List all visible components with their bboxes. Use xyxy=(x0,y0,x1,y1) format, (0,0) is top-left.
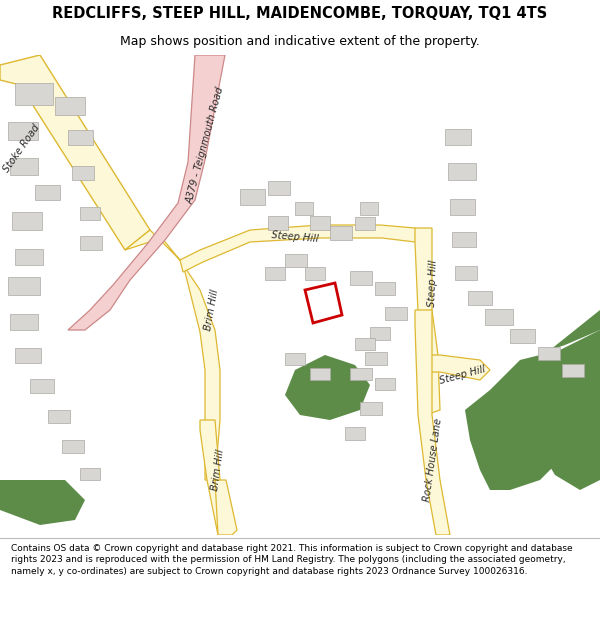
Bar xyxy=(445,129,471,145)
Bar xyxy=(310,368,330,380)
Polygon shape xyxy=(213,480,237,535)
Bar xyxy=(12,212,42,230)
Bar xyxy=(30,379,54,393)
Bar xyxy=(468,291,492,305)
Bar xyxy=(62,440,84,453)
Polygon shape xyxy=(0,55,150,250)
Bar xyxy=(448,163,476,180)
Bar xyxy=(295,202,313,215)
Bar xyxy=(268,216,288,230)
Text: Steep Hill: Steep Hill xyxy=(438,364,486,386)
Bar xyxy=(48,410,70,423)
Text: Brim Hill: Brim Hill xyxy=(203,289,221,331)
Bar xyxy=(8,277,40,295)
Bar xyxy=(360,402,382,415)
Polygon shape xyxy=(425,355,490,380)
Text: Contains OS data © Crown copyright and database right 2021. This information is : Contains OS data © Crown copyright and d… xyxy=(11,544,572,576)
Bar xyxy=(345,427,365,440)
Bar xyxy=(80,207,100,220)
Polygon shape xyxy=(415,310,450,535)
Polygon shape xyxy=(68,55,225,330)
Bar xyxy=(268,181,290,195)
Polygon shape xyxy=(0,480,85,525)
Bar xyxy=(450,199,475,215)
Polygon shape xyxy=(200,420,230,535)
Bar xyxy=(355,217,375,230)
Text: REDCLIFFS, STEEP HILL, MAIDENCOMBE, TORQUAY, TQ1 4TS: REDCLIFFS, STEEP HILL, MAIDENCOMBE, TORQ… xyxy=(52,6,548,21)
Text: Rock House Lane: Rock House Lane xyxy=(422,418,444,502)
Bar xyxy=(452,232,476,247)
Bar xyxy=(55,97,85,115)
Bar xyxy=(485,309,513,325)
Bar xyxy=(370,327,390,340)
Text: Brim Hill: Brim Hill xyxy=(210,449,226,491)
Polygon shape xyxy=(180,225,430,272)
Bar xyxy=(285,254,307,267)
Text: Stoke Road: Stoke Road xyxy=(2,122,42,174)
Text: Steep Hill: Steep Hill xyxy=(427,259,439,307)
Text: Map shows position and indicative extent of the property.: Map shows position and indicative extent… xyxy=(120,35,480,48)
Bar xyxy=(330,226,352,240)
Bar xyxy=(510,329,535,343)
Bar xyxy=(265,267,285,280)
Polygon shape xyxy=(305,283,342,323)
Bar xyxy=(360,202,378,215)
Bar xyxy=(350,368,372,380)
Bar xyxy=(15,83,53,105)
Bar xyxy=(562,364,584,377)
Bar xyxy=(350,271,372,285)
Bar xyxy=(385,307,407,320)
Polygon shape xyxy=(415,228,440,415)
Bar xyxy=(375,282,395,295)
Bar xyxy=(15,249,43,265)
Bar xyxy=(80,468,100,480)
Polygon shape xyxy=(465,330,600,490)
Polygon shape xyxy=(530,390,600,490)
Bar xyxy=(15,348,41,363)
Polygon shape xyxy=(285,355,370,420)
Bar xyxy=(305,267,325,280)
Bar xyxy=(80,236,102,250)
Bar xyxy=(240,189,265,205)
Bar xyxy=(538,347,560,360)
Text: Steep Hill: Steep Hill xyxy=(271,230,319,244)
Bar xyxy=(8,122,38,140)
Bar xyxy=(285,353,305,365)
Bar xyxy=(68,130,93,145)
Bar xyxy=(365,352,387,365)
Text: A379 - Teignmouth Road: A379 - Teignmouth Road xyxy=(185,86,226,204)
Bar xyxy=(35,185,60,200)
Bar xyxy=(72,166,94,180)
Bar xyxy=(355,338,375,350)
Polygon shape xyxy=(550,310,600,350)
Bar xyxy=(455,266,477,280)
Bar xyxy=(375,378,395,390)
Bar xyxy=(310,216,330,230)
Polygon shape xyxy=(125,230,220,480)
Bar xyxy=(10,314,38,330)
Bar xyxy=(10,158,38,175)
